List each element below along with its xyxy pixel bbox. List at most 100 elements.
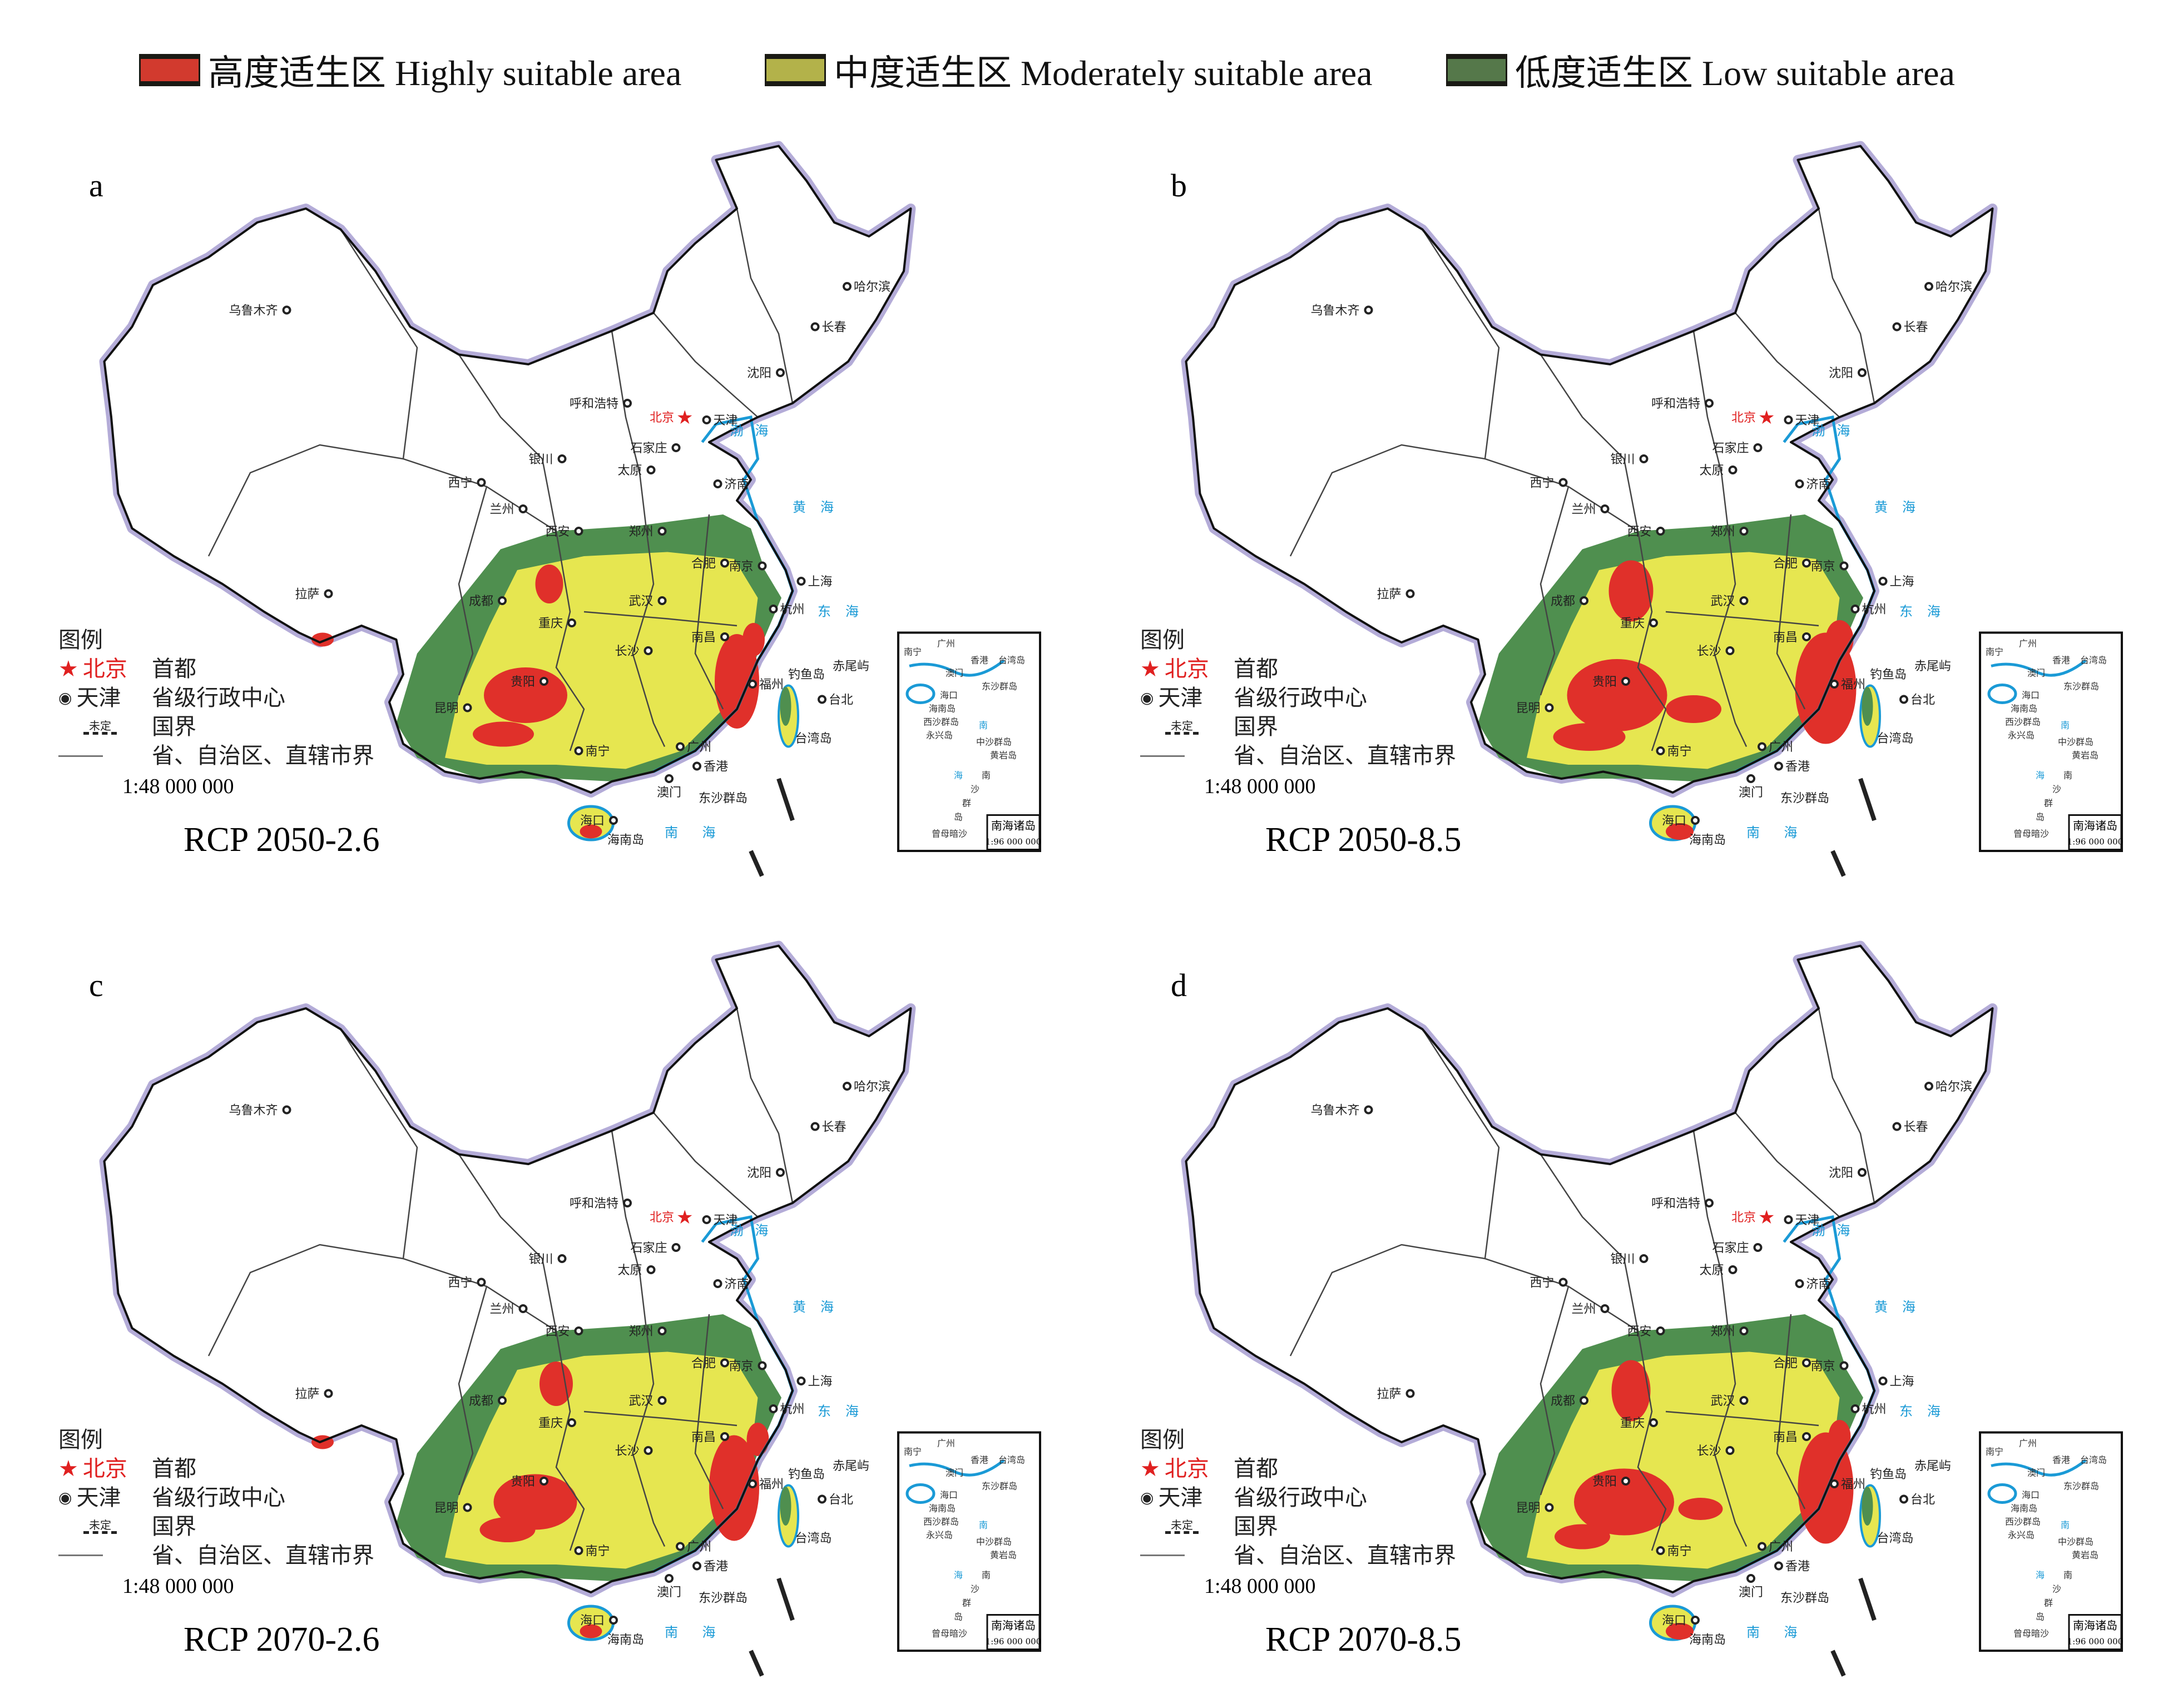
city-label: 石家庄 (630, 442, 667, 456)
city-label: 沈阳 (747, 1166, 771, 1180)
province-line-icon (58, 1554, 103, 1556)
inset-label: 沙 (971, 784, 979, 795)
city-label: 沈阳 (1829, 367, 1853, 380)
sea-label: 海 (845, 604, 859, 620)
map-legend: 图例 ★ 北京 首都 ◉ 天津 省级行政中心 未定 国界 省、自治区、直辖市界 (58, 1425, 374, 1570)
city-label: 福州 (1841, 1478, 1865, 1492)
city-dot-icon (1758, 1542, 1766, 1551)
city-dot-icon (769, 1404, 778, 1413)
inset-label: 广州 (2019, 638, 2037, 649)
city-dot-icon (1545, 703, 1554, 712)
province-border (653, 312, 759, 418)
city-label: 拉萨 (295, 588, 319, 602)
capital-row: ★ 北京 首都 (58, 655, 374, 684)
city-dot-icon (1600, 1304, 1610, 1313)
city-dot-icon (609, 1615, 618, 1625)
inset-title: 南海诸岛 (2073, 1618, 2117, 1632)
province-line-symbol (1140, 755, 1224, 757)
inset-label: 永兴岛 (926, 730, 953, 741)
sea-label: 海 (1837, 1222, 1850, 1238)
city-label: 郑州 (1710, 525, 1735, 539)
province-border (1540, 1153, 1639, 1331)
star-icon: ★ (1140, 1455, 1160, 1482)
province-line-symbol (58, 1554, 142, 1556)
nine-dash-line (1830, 850, 1846, 877)
panel-letter: d (1171, 967, 1187, 1003)
national-border (103, 145, 912, 794)
swatch-low (1446, 54, 1507, 86)
city-dot-icon (477, 1278, 486, 1286)
city-label: 太原 (1699, 1264, 1724, 1278)
inset-label: 曾母暗沙 (932, 829, 967, 839)
city-label: 澳门 (657, 786, 681, 800)
high-suitable-region (1678, 1497, 1723, 1520)
city-label: 澳门 (1739, 786, 1763, 800)
city-label: 哈尔滨 (1936, 1080, 1972, 1094)
city-label: 西宁 (1530, 477, 1554, 491)
city-dot-icon (720, 632, 729, 641)
sea-label: 黄 (1874, 1299, 1888, 1315)
capital-name: 北京 (1164, 1455, 1209, 1482)
province-center-row: ◉ 天津 省级行政中心 (1140, 1483, 1456, 1512)
inset-label: 东沙群岛 (982, 1481, 1017, 1491)
sea-label: 海 (702, 825, 716, 840)
place-label: 钓鱼岛 (1870, 668, 1907, 682)
inset-label: 台湾岛 (2080, 1454, 2107, 1465)
nine-dash-line (1858, 1577, 1877, 1621)
city-dot-icon (463, 703, 472, 712)
inset-caption-box (2068, 1613, 2122, 1650)
city-label: 西宁 (448, 1276, 472, 1290)
city-label: 香港 (1785, 760, 1810, 774)
undetermined-border-icon: 未定 (1140, 1519, 1224, 1534)
province-border (611, 1130, 647, 1331)
inset-label: 群 (2044, 798, 2053, 809)
city-label: 太原 (617, 464, 642, 478)
inset-label: 海南岛 (2011, 1503, 2037, 1513)
city-dot-icon (574, 1546, 583, 1555)
sea-label: 海 (755, 1222, 769, 1238)
province-border (1540, 354, 1639, 532)
province-border (1776, 514, 1806, 710)
city-label: 重庆 (538, 617, 563, 631)
city-dot-icon (1858, 368, 1867, 377)
place-label: 钓鱼岛 (788, 1468, 825, 1482)
city-dot-icon (713, 1279, 722, 1288)
city-label: 重庆 (1620, 1417, 1645, 1430)
city-label: 成都 (1551, 1394, 1575, 1408)
map-legend: 图例 ★ 北京 首都 ◉ 天津 省级行政中心 未定 国界 省、自治区、直辖市界 (1140, 1425, 1456, 1570)
place-label: 台湾岛 (1877, 1532, 1913, 1546)
city-label: 石家庄 (630, 1241, 667, 1255)
inset-label: 南 (982, 1570, 991, 1580)
capital-star-icon: ★ (676, 407, 693, 429)
city-dot-icon: ◉ (1140, 1488, 1154, 1507)
undetermined-border-icon: 未定 (1140, 720, 1224, 735)
inset-label: 西沙群岛 (923, 1516, 959, 1527)
panel-letter: a (89, 167, 103, 204)
city-label: 南昌 (1773, 631, 1798, 645)
high-suitable-region (535, 565, 563, 603)
city-label: 海口 (1662, 814, 1686, 828)
city-dot-icon (623, 399, 632, 408)
province-border (458, 1153, 557, 1331)
city-dot-icon (657, 527, 667, 536)
province-center-name: 天津 (1158, 685, 1203, 711)
inset-label: 群 (2044, 1597, 2053, 1608)
city-dot-icon (776, 368, 785, 377)
city-dot-icon (1899, 1494, 1908, 1503)
city-dot-icon (1739, 527, 1749, 536)
capital-label: 首都 (1234, 656, 1278, 682)
city-label: 长春 (822, 1120, 847, 1134)
place-label: 海南岛 (1689, 1633, 1726, 1647)
city-dot-icon (1878, 577, 1888, 586)
nine-dash-line (749, 850, 764, 877)
city-label: 台北 (829, 694, 853, 707)
city-dot-icon (1892, 322, 1902, 331)
inset-label: 海口 (940, 1489, 958, 1500)
star-icon: ★ (1140, 656, 1160, 682)
figure-legend: 高度适生区 Highly suitable area 中度适生区 Moderat… (0, 44, 2168, 95)
city-dot-icon (324, 589, 333, 598)
city-dot-icon (282, 1105, 291, 1114)
province-center-row: ◉ 天津 省级行政中心 (58, 1483, 374, 1512)
city-dot-icon (1739, 1395, 1749, 1405)
inset-label: 香港 (2052, 655, 2070, 666)
